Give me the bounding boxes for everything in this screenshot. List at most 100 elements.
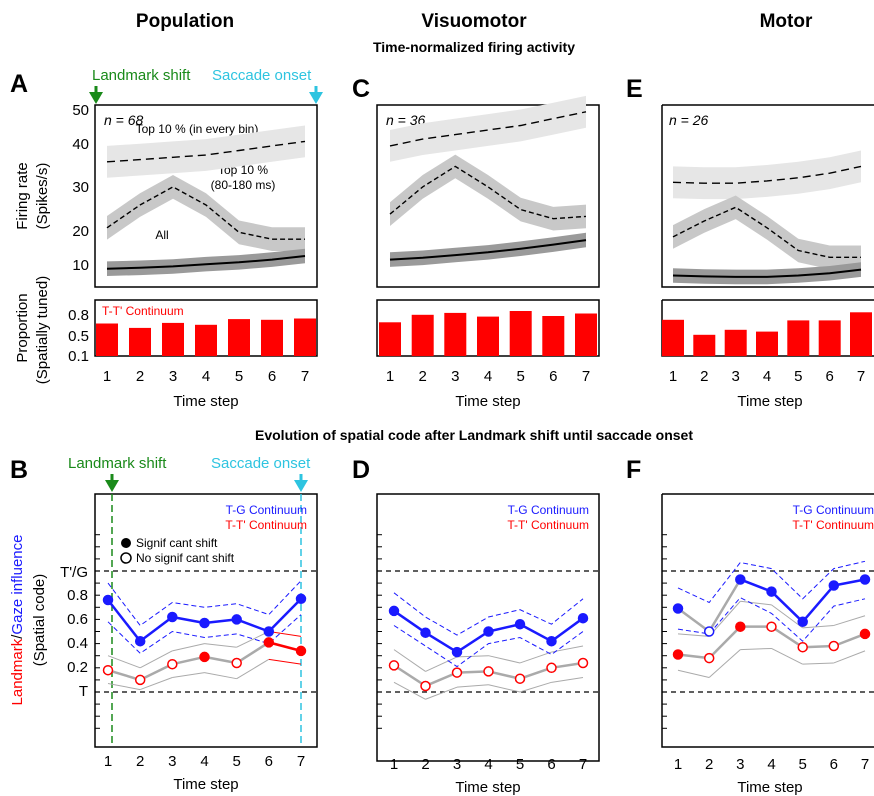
annotation-all: All [155,228,168,242]
tt-point [295,645,307,657]
ytick: 0.8 [68,307,89,324]
xtick: 6 [830,756,838,773]
tt-line [425,671,458,688]
tg-line [739,578,772,593]
tt-ci-line [771,604,803,629]
xtick: 6 [265,753,273,770]
tt-line [172,655,205,666]
tg-line [488,623,521,633]
legend-sig-marker [121,538,131,548]
tg-point [546,635,557,647]
bar [542,316,565,356]
xtick: 3 [736,756,744,773]
panel-c-firing-frame [376,104,600,288]
firing-band [390,154,586,231]
xtick: 5 [794,368,802,385]
tt-ci-line [456,684,489,688]
tt-ci-line [519,651,552,664]
spatial-ylabel-line2: (Spatial code) [31,574,48,667]
tt-ci-line [519,681,552,693]
tt-ci-line [425,656,458,672]
ytick: 10 [72,257,89,274]
tt-point [797,641,808,653]
firing-band [673,150,861,200]
xlabel-c: Time step [455,393,520,410]
xtick: 7 [297,753,305,770]
xtick: 6 [268,368,276,385]
bottom-section-title: Evolution of spatial code after Landmark… [255,427,693,443]
panel-e-bars [662,312,872,357]
spatial-ylabel-line1: Landmark/Gaze influence [9,535,26,706]
ytick: T'/G [60,564,88,581]
tg-point [295,593,307,605]
tt-ci-line [551,676,584,683]
tt-line [204,655,237,665]
tg-point [828,580,840,591]
bar [818,320,841,356]
xtick: 3 [451,368,459,385]
tt-ci-line [107,683,141,691]
firing-ylabel-line1: Firing rate [14,162,31,230]
tt-line [393,664,427,687]
tt-point [263,637,275,648]
bar [662,319,684,357]
firing-line [672,165,862,184]
column-title-motor: Motor [760,11,813,32]
ytick: 20 [72,223,89,240]
ylabel-slash: / [9,634,26,639]
xtick: 7 [579,756,587,773]
tt-point [828,640,840,652]
tg-line [267,597,302,633]
xlabel-d: Time step [455,779,520,796]
panel-c-firing-plot [389,95,587,267]
xtick: 4 [484,368,492,385]
panel-a-firing-frame [94,104,318,288]
firing-band [107,175,305,251]
tt-line [519,666,552,680]
xtick: 5 [235,368,243,385]
ytick: T [79,683,88,700]
tg-line [139,615,174,643]
xtick: 4 [202,368,210,385]
bar [261,319,283,357]
tg-line [550,617,584,643]
firing-line [106,255,306,270]
ytick: 0.4 [67,635,88,652]
bar [850,312,872,357]
xtick: 1 [386,368,394,385]
xlabel-a: Time step [173,393,238,410]
tt-point [134,674,146,686]
ytick: 40 [72,136,89,153]
tt-line [708,625,742,659]
xlabel-e: Time step [737,393,802,410]
bar [96,323,118,356]
panel-f-plot [662,534,874,729]
tt-ci-line [833,650,866,664]
firing-ylabel-line2: (Spikes/s) [34,163,51,230]
tg-line [833,578,866,587]
legend-tg: T-G Continuum [226,503,307,517]
xtick: 2 [705,756,713,773]
tt-ci-line [172,672,205,678]
panel-d-frame [376,493,600,762]
bar [228,319,250,356]
panel-a-firing-plot [106,125,306,276]
column-title-population: Population [136,11,234,32]
tg-line [172,615,205,625]
tg-line [424,631,458,654]
tg-point [388,605,400,617]
xtick: 1 [104,753,112,770]
tt-ci-line [393,681,426,700]
proportion-ylabel-line2: (Spatially tuned) [34,276,51,384]
firing-band [107,125,305,178]
ytick: 30 [72,179,89,196]
tt-ci-line [740,600,772,606]
panel-c-n-label: n = 36 [386,112,426,128]
tt-ci-line [236,631,270,648]
landmark-shift-label-top: Landmark shift [92,67,191,84]
ytick: 0.1 [68,348,89,365]
xtick: 3 [453,756,461,773]
legend-nonsig-marker [120,552,132,564]
tt-ci-line [833,615,866,626]
